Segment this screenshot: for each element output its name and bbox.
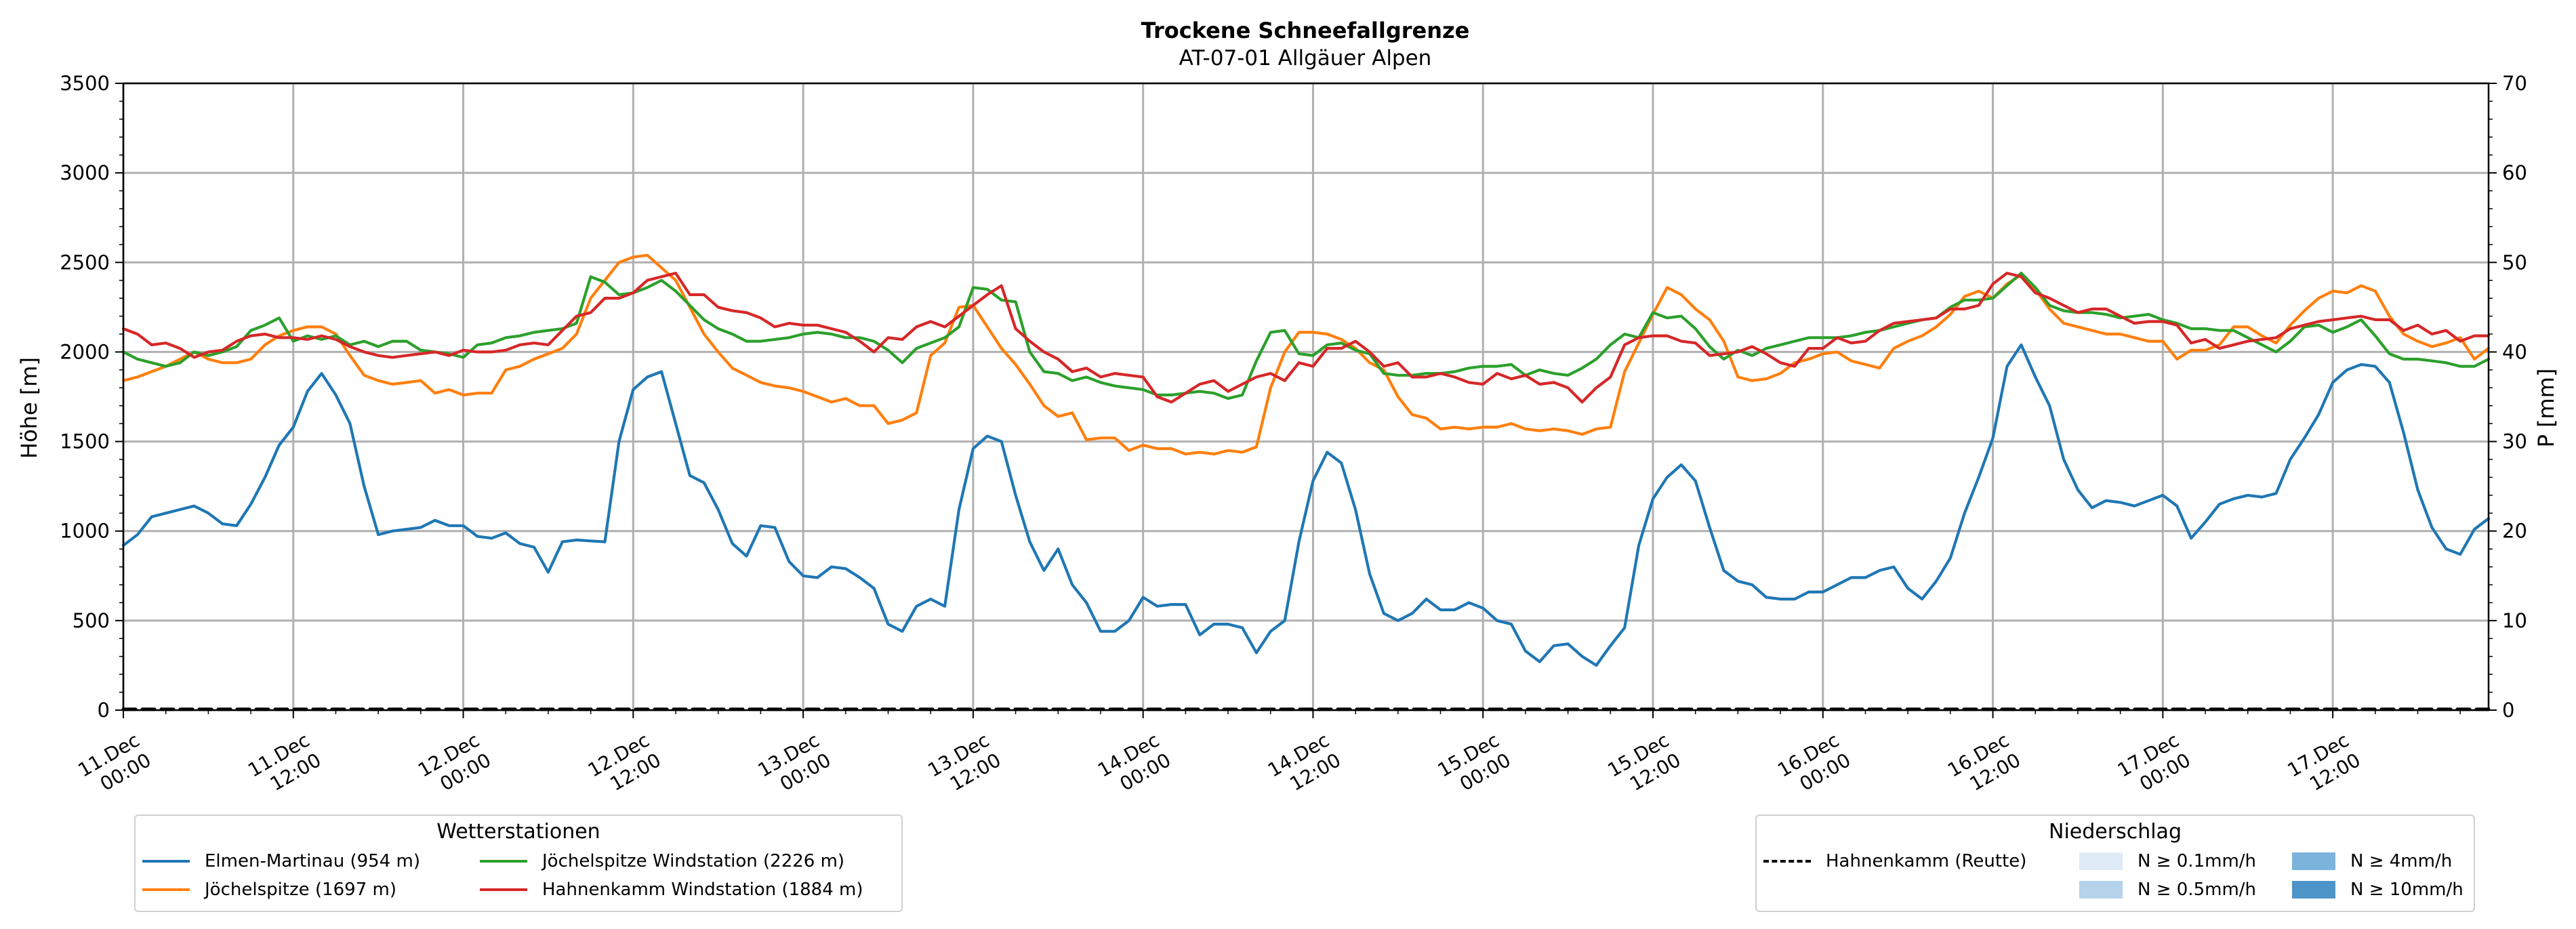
x-tick-label-3: 12.Dec12:00 <box>584 728 665 801</box>
legend-label-n10: N ≥ 10mm/h <box>2350 880 2463 900</box>
series-lines <box>121 253 2491 711</box>
series-line-j-chelspitze-1697-m <box>121 253 2491 456</box>
legend-swatch-joechelspitze <box>142 888 190 891</box>
series-line-j-chelspitze-windstation-2226-m <box>121 272 2491 400</box>
legend-swatch-joechelspitze-wind <box>480 860 527 863</box>
x-tick-label-11: 16.Dec12:00 <box>1944 728 2024 801</box>
legend-label-joechelspitze: Jöchelspitze (1697 m) <box>205 880 396 900</box>
legend-entry-n10: N ≥ 10mm/h <box>2292 880 2463 900</box>
legend-precip-title: Niederschlag <box>2049 820 2182 844</box>
legend-label-elmen: Elmen-Martinau (954 m) <box>205 851 420 871</box>
y-axis-label-right: P [mm] <box>2533 369 2559 448</box>
y-axis-label-left: Höhe [m] <box>16 357 42 459</box>
x-tick-label-4: 13.Dec00:00 <box>754 728 835 801</box>
legend-label-joechelspitze-wind: Jöchelspitze Windstation (2226 m) <box>542 851 845 871</box>
x-tick-label-7: 14.Dec12:00 <box>1264 728 1345 801</box>
legend-label-n05: N ≥ 0.5mm/h <box>2138 880 2257 900</box>
y-tick-label-right-3: 30 <box>2502 430 2527 453</box>
y-tick-label-right-0: 0 <box>2502 699 2514 722</box>
legend-patch-n4 <box>2292 852 2335 870</box>
legend-entry-hahnenkamm-wind: Hahnenkamm Windstation (1884 m) <box>480 880 863 900</box>
legend-stations-title: Wetterstationen <box>436 820 600 844</box>
x-tick-label-13: 17.Dec12:00 <box>2284 728 2365 801</box>
y-tick-label-right-6: 60 <box>2502 161 2527 184</box>
legend-stations: Wetterstationen Elmen-Martinau (954 m) J… <box>134 814 903 912</box>
legend-swatch-elmen <box>142 860 190 863</box>
legend-patch-n05 <box>2079 881 2123 899</box>
legend-label-n01: N ≥ 0.1mm/h <box>2138 851 2257 871</box>
y-tick-label-left-5: 2500 <box>60 251 110 274</box>
x-tick-label-0: 11.Dec00:00 <box>75 728 155 801</box>
series-line-hahnenkamm-windstation-1884-m <box>121 272 2491 404</box>
y-tick-label-right-2: 20 <box>2502 520 2527 543</box>
legend-patch-n01 <box>2079 852 2123 870</box>
legend-swatch-hahnenkamm-wind <box>480 888 527 891</box>
legend-entry-n05: N ≥ 0.5mm/h <box>2079 880 2256 900</box>
legend-entry-n4: N ≥ 4mm/h <box>2292 851 2452 871</box>
series-line-elmen-martinau-954-m <box>121 343 2491 667</box>
y-tick-label-right-4: 40 <box>2502 340 2527 363</box>
plot-frame <box>122 82 2490 711</box>
y-tick-label-left-2: 1000 <box>60 520 110 543</box>
y-tick-label-left-1: 500 <box>73 609 110 632</box>
y-tick-label-left-3: 1500 <box>60 430 110 453</box>
chart-title: Trockene Schneefallgrenze <box>1141 18 1470 43</box>
legend-entry-joechelspitze-wind: Jöchelspitze Windstation (2226 m) <box>480 851 844 871</box>
legend-entry-joechelspitze: Jöchelspitze (1697 m) <box>142 880 396 900</box>
legend-label-n4: N ≥ 4mm/h <box>2350 851 2453 871</box>
y-tick-label-right-7: 70 <box>2502 72 2527 95</box>
legend-entry-n01: N ≥ 0.1mm/h <box>2079 851 2256 871</box>
grid <box>122 82 2489 711</box>
x-tick-label-1: 11.Dec12:00 <box>244 728 325 801</box>
y-tick-label-right-1: 10 <box>2502 609 2527 632</box>
axes: 0 500 1000 1500 2000 2500 3000 3500 0 10 20 30 40 50 6… <box>60 72 2527 801</box>
legend-precipitation: Niederschlag Hahnenkamm (Reutte) N ≥ 0.1… <box>1755 814 2475 912</box>
legend-entry-reutte: Hahnenkamm (Reutte) <box>1763 851 2026 871</box>
legend-label-reutte: Hahnenkamm (Reutte) <box>1826 851 2027 871</box>
x-tick-label-10: 16.Dec00:00 <box>1774 728 1854 801</box>
legend-patch-n10 <box>2292 881 2335 899</box>
y-tick-label-left-7: 3500 <box>60 72 110 95</box>
legend-swatch-reutte <box>1763 860 1811 863</box>
y-tick-label-left-6: 3000 <box>60 161 110 184</box>
chart-subtitle: AT-07-01 Allgäuer Alpen <box>1179 46 1432 70</box>
x-tick-label-9: 15.Dec12:00 <box>1604 728 1685 801</box>
y-tick-label-left-4: 2000 <box>60 340 110 363</box>
legend-entry-elmen: Elmen-Martinau (954 m) <box>142 851 420 871</box>
x-tick-label-5: 13.Dec12:00 <box>924 728 1004 801</box>
y-tick-label-left-0: 0 <box>98 699 110 722</box>
legend-label-hahnenkamm-wind: Hahnenkamm Windstation (1884 m) <box>542 880 863 900</box>
y-tick-label-right-5: 50 <box>2502 251 2527 274</box>
x-tick-label-12: 17.Dec00:00 <box>2114 728 2194 801</box>
x-tick-label-2: 12.Dec00:00 <box>414 728 495 801</box>
x-tick-label-8: 15.Dec00:00 <box>1434 728 1515 801</box>
x-tick-label-6: 14.Dec00:00 <box>1094 728 1174 801</box>
